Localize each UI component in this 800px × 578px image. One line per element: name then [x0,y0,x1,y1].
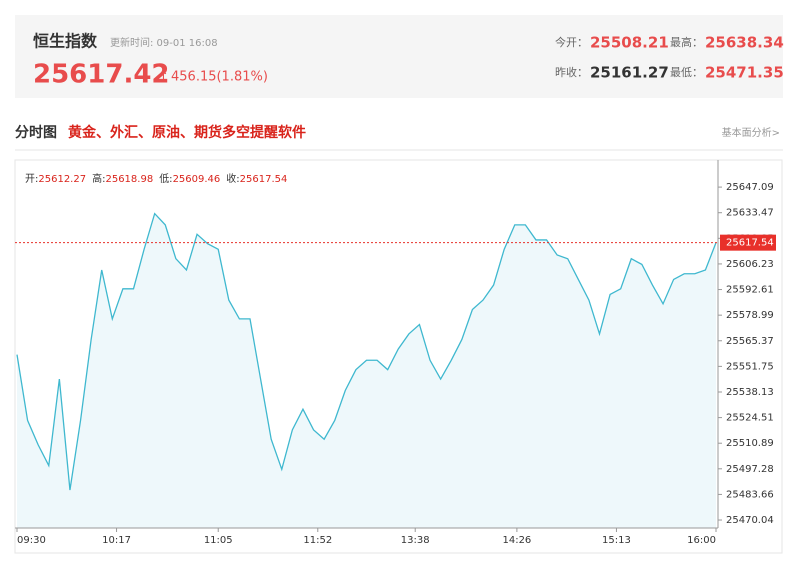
change: 456.15(1.81%) [171,70,268,85]
chart-frame [14,159,783,554]
info-label: 收: [226,172,239,185]
y-tick-label: 25606.23 [726,259,774,270]
price-line [16,212,717,491]
x-tick-label: 10:17 [102,535,131,546]
update-time: 更新时间: 09-01 16:08 [110,36,218,49]
x-tick-label: 13:38 [401,535,430,546]
info-value: 25609.46 [173,174,221,185]
y-tick-label: 25538.13 [726,387,774,398]
high: 25638.34 [705,34,784,52]
high-label: 最高： [670,35,703,49]
open: 25508.21 [590,34,669,52]
section-title: 分时图 [15,124,57,141]
x-tick-label: 09:30 [17,535,46,546]
y-tick-label: 25565.37 [726,336,774,347]
info-value: 25618.98 [105,174,153,185]
header-box [15,15,783,98]
x-tick-label: 11:05 [204,535,233,546]
price: 25617.42 [33,60,170,90]
analysis-link[interactable]: 基本面分析> [722,126,780,139]
y-tick-label: 25578.99 [726,310,774,321]
open-label: 今开： [555,35,588,49]
prev: 25161.27 [590,64,669,82]
low: 25471.35 [705,64,784,82]
x-tick-label: 16:00 [687,535,716,546]
y-tick-label: 25497.28 [726,464,774,475]
y-tick-label: 25647.09 [726,182,774,193]
info-value: 25617.54 [240,174,288,185]
x-tick-label: 14:26 [502,535,531,546]
x-tick-label: 15:13 [602,535,631,546]
info-value: 25612.27 [38,174,86,185]
info-label: 低: [159,172,172,185]
x-tick-label: 11:52 [303,535,332,546]
y-tick-label: 25510.89 [726,438,774,449]
y-tick-label: 25524.51 [726,413,774,424]
y-tick-label: 25470.04 [726,515,774,526]
promo-link[interactable]: 黄金、外汇、原油、期货多空提醒软件 [68,124,306,141]
y-tick-label: 25551.75 [726,361,774,372]
index-name: 恒生指数 [33,32,98,51]
low-label: 最低： [670,66,703,79]
info-label: 高: [92,172,105,185]
current-tag [720,234,776,251]
y-tick-label: 25592.61 [726,285,774,296]
area [17,213,716,529]
prev-label: 昨收： [555,65,588,79]
y-tick-label: 25633.47 [726,208,774,219]
info-label: 开: [25,174,38,185]
current-label: 25617.54 [726,238,774,249]
y-tick-label: 25483.66 [726,489,774,500]
arrow: ↑ [158,70,169,85]
